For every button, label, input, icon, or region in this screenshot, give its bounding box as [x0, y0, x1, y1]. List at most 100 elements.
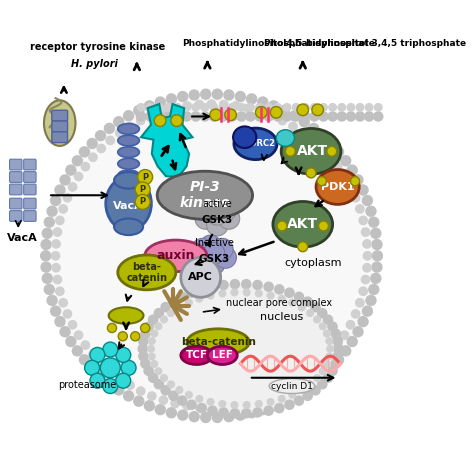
Circle shape [289, 122, 297, 131]
Circle shape [183, 102, 191, 110]
Circle shape [334, 344, 343, 353]
Text: P: P [142, 173, 148, 182]
Circle shape [196, 396, 203, 402]
Circle shape [265, 104, 273, 111]
Circle shape [326, 138, 336, 148]
Text: AKT: AKT [287, 217, 319, 231]
Circle shape [361, 276, 370, 284]
Circle shape [267, 392, 275, 400]
Circle shape [219, 112, 228, 121]
Circle shape [169, 297, 178, 306]
Circle shape [258, 405, 268, 414]
Ellipse shape [114, 172, 143, 189]
Circle shape [171, 399, 179, 408]
Circle shape [356, 104, 364, 111]
Text: Phosphatidylinositol 3,4,5 triphosphate: Phosphatidylinositol 3,4,5 triphosphate [264, 39, 466, 48]
Circle shape [237, 104, 245, 111]
Text: GSK3: GSK3 [202, 215, 233, 225]
Circle shape [207, 398, 214, 405]
Circle shape [104, 379, 114, 388]
Ellipse shape [234, 128, 277, 160]
Circle shape [178, 396, 187, 405]
Circle shape [81, 162, 90, 171]
Circle shape [137, 112, 146, 121]
Circle shape [230, 279, 239, 289]
Circle shape [309, 367, 317, 375]
Circle shape [154, 379, 164, 389]
Circle shape [365, 104, 373, 111]
Circle shape [203, 253, 225, 275]
Circle shape [52, 263, 60, 272]
Circle shape [358, 317, 368, 327]
Circle shape [318, 309, 327, 318]
Circle shape [215, 199, 237, 221]
Circle shape [141, 329, 150, 338]
Circle shape [176, 387, 182, 393]
Circle shape [51, 306, 61, 316]
Circle shape [60, 175, 70, 185]
Circle shape [244, 399, 252, 408]
Circle shape [87, 138, 97, 148]
Ellipse shape [118, 159, 139, 169]
Circle shape [60, 327, 70, 337]
Circle shape [337, 112, 346, 121]
Circle shape [350, 177, 360, 185]
Circle shape [327, 346, 333, 352]
Circle shape [356, 205, 364, 213]
Circle shape [326, 338, 333, 345]
Polygon shape [141, 104, 192, 177]
Circle shape [155, 405, 165, 414]
Circle shape [90, 347, 105, 362]
Ellipse shape [269, 379, 315, 394]
Circle shape [264, 406, 273, 415]
Circle shape [225, 109, 237, 121]
Circle shape [84, 360, 100, 375]
Circle shape [166, 94, 176, 104]
Circle shape [246, 408, 256, 418]
Circle shape [318, 371, 328, 381]
Circle shape [210, 109, 221, 121]
Ellipse shape [145, 240, 207, 271]
Circle shape [326, 153, 334, 161]
Circle shape [331, 359, 340, 368]
Circle shape [197, 404, 206, 413]
FancyBboxPatch shape [52, 121, 68, 132]
Circle shape [74, 331, 82, 339]
Circle shape [363, 195, 373, 205]
Circle shape [294, 396, 303, 405]
Circle shape [369, 285, 379, 295]
Circle shape [246, 112, 255, 121]
FancyBboxPatch shape [24, 184, 36, 195]
Circle shape [44, 217, 54, 227]
Circle shape [306, 168, 316, 178]
Circle shape [89, 153, 97, 161]
Circle shape [329, 104, 337, 111]
Ellipse shape [118, 135, 139, 146]
Circle shape [253, 280, 262, 289]
Circle shape [290, 391, 300, 401]
Circle shape [255, 107, 264, 116]
Circle shape [292, 112, 301, 121]
Circle shape [96, 371, 106, 381]
Circle shape [155, 112, 164, 121]
Text: cyclin D1: cyclin D1 [271, 381, 313, 390]
Circle shape [318, 131, 328, 141]
Circle shape [191, 247, 213, 268]
Text: Phosphatidylinositol4,5-bisphosphate: Phosphatidylinositol4,5-bisphosphate [182, 39, 375, 48]
Circle shape [373, 251, 383, 261]
FancyBboxPatch shape [9, 211, 22, 221]
Circle shape [104, 123, 114, 133]
Ellipse shape [181, 346, 212, 364]
Circle shape [134, 396, 144, 406]
Circle shape [264, 112, 273, 121]
Text: mTORC2: mTORC2 [236, 139, 275, 148]
Circle shape [116, 129, 124, 137]
Text: P: P [140, 197, 146, 206]
Circle shape [197, 285, 206, 294]
Circle shape [191, 112, 201, 121]
Circle shape [155, 368, 162, 374]
Circle shape [54, 276, 62, 284]
Circle shape [59, 299, 67, 307]
Circle shape [242, 279, 251, 289]
Circle shape [51, 252, 60, 260]
